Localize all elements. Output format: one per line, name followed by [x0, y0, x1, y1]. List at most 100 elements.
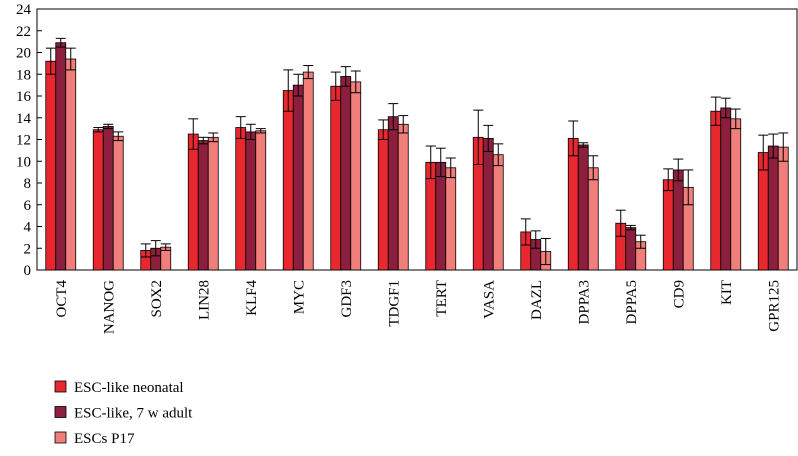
error-bar — [140, 243, 151, 258]
x-tick-label: GDF3 — [339, 280, 355, 318]
x-tick-label: KLF4 — [244, 280, 260, 316]
error-bar — [293, 73, 304, 97]
error-bar — [483, 124, 494, 152]
bars-group — [45, 37, 789, 271]
error-bar — [435, 147, 446, 177]
y-tick-label: 14 — [16, 111, 32, 127]
x-tick-label: DPPA5 — [624, 280, 640, 324]
bar-kit-series-3 — [730, 118, 742, 271]
bar-myc-series-1 — [282, 90, 294, 271]
bar-oct4-series-3 — [65, 58, 77, 271]
x-tick-label: KIT — [719, 280, 735, 305]
error-bar — [93, 127, 104, 133]
bar-myc-series-2 — [292, 84, 304, 271]
error-bar — [388, 103, 399, 131]
bar-gdf3-series-2 — [340, 76, 352, 271]
bar-tdgf1-series-3 — [397, 123, 409, 271]
error-bar — [160, 243, 171, 251]
bar-cd9-series-1 — [662, 179, 674, 271]
bar-kit-series-2 — [720, 107, 732, 271]
y-tick-label: 20 — [16, 46, 31, 62]
bar-myc-series-3 — [302, 71, 314, 271]
error-bar — [663, 168, 674, 192]
error-bar — [350, 70, 361, 94]
error-bar — [378, 119, 389, 140]
x-axis: OCT4 NANOG SOX2 LIN28 KLF4 MYC GDF3 TDGF1 TERT VA… — [54, 280, 783, 335]
error-bar — [568, 120, 579, 157]
y-tick-label: 6 — [24, 198, 32, 214]
error-bar — [65, 47, 76, 71]
y-tick-label: 22 — [16, 24, 31, 40]
error-bar — [730, 108, 741, 130]
error-bar — [625, 224, 636, 231]
error-bar — [578, 142, 589, 148]
error-bar — [398, 115, 409, 134]
bar-gdf3-series-3 — [350, 81, 362, 271]
y-tick-label: 2 — [24, 241, 32, 257]
bar-tert-series-2 — [435, 161, 447, 271]
bar-lin28-series-1 — [187, 133, 199, 271]
error-bar — [615, 209, 626, 237]
y-tick-label: 8 — [24, 176, 32, 192]
error-bar — [445, 157, 456, 179]
error-bar — [710, 96, 721, 126]
bar-vasa-series-3 — [492, 154, 504, 271]
legend-item: ESC-like neonatal — [54, 380, 184, 396]
bar-cd9-series-2 — [672, 169, 684, 271]
bar-oct4-series-2 — [55, 42, 67, 271]
x-tick-label: LIN28 — [196, 280, 212, 320]
legend-swatch — [54, 380, 67, 393]
error-bar — [530, 230, 541, 249]
x-tick-label: DPPA3 — [576, 280, 592, 324]
error-bar — [245, 123, 256, 140]
error-bar — [283, 69, 294, 112]
legend-label: ESC-like neonatal — [74, 380, 184, 396]
bar-nanog-series-1 — [92, 129, 104, 271]
bar-tdgf1-series-1 — [377, 129, 389, 271]
legend-label: ESCs P17 — [74, 431, 135, 447]
bar-kit-series-1 — [710, 110, 722, 271]
x-tick-label: MYC — [291, 280, 307, 314]
x-tick-label: NANOG — [101, 280, 117, 334]
bar-dppa3-series-1 — [567, 138, 579, 271]
error-bar — [255, 128, 266, 134]
x-tick-label: DAZL — [529, 280, 545, 320]
error-bar — [208, 132, 219, 143]
error-bar — [683, 169, 694, 206]
error-bar — [235, 116, 246, 139]
error-bar — [103, 123, 114, 130]
error-bar — [198, 136, 209, 145]
error-bar — [425, 145, 436, 180]
error-bar — [303, 65, 314, 80]
legend: ESC-like neonatal ESC-like, 7 w adult ESCs… — [54, 380, 193, 447]
error-bar — [493, 143, 504, 167]
error-bar — [55, 37, 66, 48]
bar-vasa-series-2 — [482, 138, 494, 271]
y-tick-label: 16 — [16, 89, 32, 105]
x-tick-label: SOX2 — [149, 280, 165, 318]
error-bar — [635, 234, 646, 249]
x-tick-label: TERT — [434, 280, 450, 317]
bar-gdf3-series-1 — [330, 85, 342, 271]
legend-item: ESC-like, 7 w adult — [54, 406, 193, 422]
x-tick-label: GPR125 — [766, 280, 782, 332]
error-bar — [45, 47, 56, 75]
bar-lin28-series-3 — [207, 136, 219, 271]
y-tick-label: 10 — [16, 154, 31, 170]
error-bar — [758, 134, 769, 171]
bar-nanog-series-2 — [102, 126, 114, 271]
y-tick-label: 4 — [24, 220, 32, 236]
y-tick-label: 0 — [24, 263, 32, 279]
error-bar — [588, 155, 599, 181]
bar-tert-series-3 — [445, 167, 457, 271]
y-tick-label: 24 — [16, 2, 32, 18]
error-bar — [188, 118, 199, 150]
bar-dppa3-series-2 — [577, 144, 589, 271]
error-bar — [673, 158, 684, 182]
x-tick-label: TDGF1 — [386, 280, 402, 327]
bar-gpr125-series-3 — [777, 146, 789, 271]
error-bar — [150, 240, 161, 257]
bar-klf4-series-2 — [245, 131, 257, 271]
bar-klf4-series-3 — [255, 130, 267, 271]
